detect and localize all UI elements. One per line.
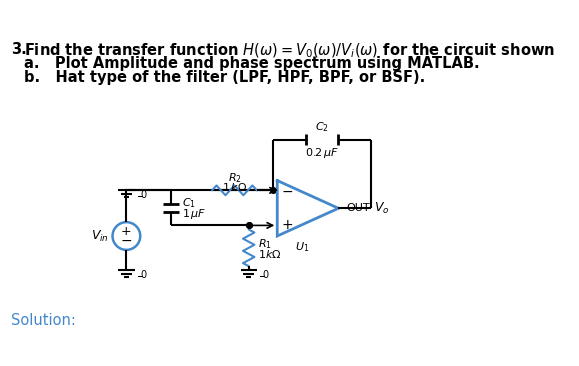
Text: $\overline{\ }0$: $\overline{\ }0$ xyxy=(137,188,148,199)
Text: $1\,\mu F$: $1\,\mu F$ xyxy=(182,208,206,221)
Text: $V_o$: $V_o$ xyxy=(374,201,390,216)
Text: $U_1$: $U_1$ xyxy=(295,240,310,254)
Text: $R_1$: $R_1$ xyxy=(258,237,273,251)
Text: a.   Plot Amplitude and phase spectrum using MATLAB.: a. Plot Amplitude and phase spectrum usi… xyxy=(24,56,480,71)
Text: OUT: OUT xyxy=(347,203,370,213)
Text: Find the transfer function $H(\omega) = V_0(\omega)/V_i(\omega)$ for the circuit: Find the transfer function $H(\omega) = … xyxy=(24,42,555,60)
Text: $\overline{\ }0$: $\overline{\ }0$ xyxy=(137,268,148,280)
Text: $1\,k\Omega$: $1\,k\Omega$ xyxy=(222,181,247,193)
Text: $C_2$: $C_2$ xyxy=(315,120,329,134)
Text: $\overline{\ }0$: $\overline{\ }0$ xyxy=(259,268,270,280)
Text: +: + xyxy=(281,218,293,232)
Text: b.   Hat type of the filter (LPF, HPF, BPF, or BSF).: b. Hat type of the filter (LPF, HPF, BPF… xyxy=(24,70,426,85)
Text: $1k\Omega$: $1k\Omega$ xyxy=(258,247,282,259)
Text: −: − xyxy=(281,185,293,199)
Text: $R_2$: $R_2$ xyxy=(228,171,241,185)
Text: $C_1$: $C_1$ xyxy=(182,196,196,210)
Text: $0.2\,\mu F$: $0.2\,\mu F$ xyxy=(305,146,339,160)
Text: 3.: 3. xyxy=(10,42,27,57)
Text: −: − xyxy=(120,234,132,248)
Text: $V_{in}$: $V_{in}$ xyxy=(91,228,109,243)
Text: +: + xyxy=(121,225,131,238)
Text: Solution:: Solution: xyxy=(10,313,75,328)
